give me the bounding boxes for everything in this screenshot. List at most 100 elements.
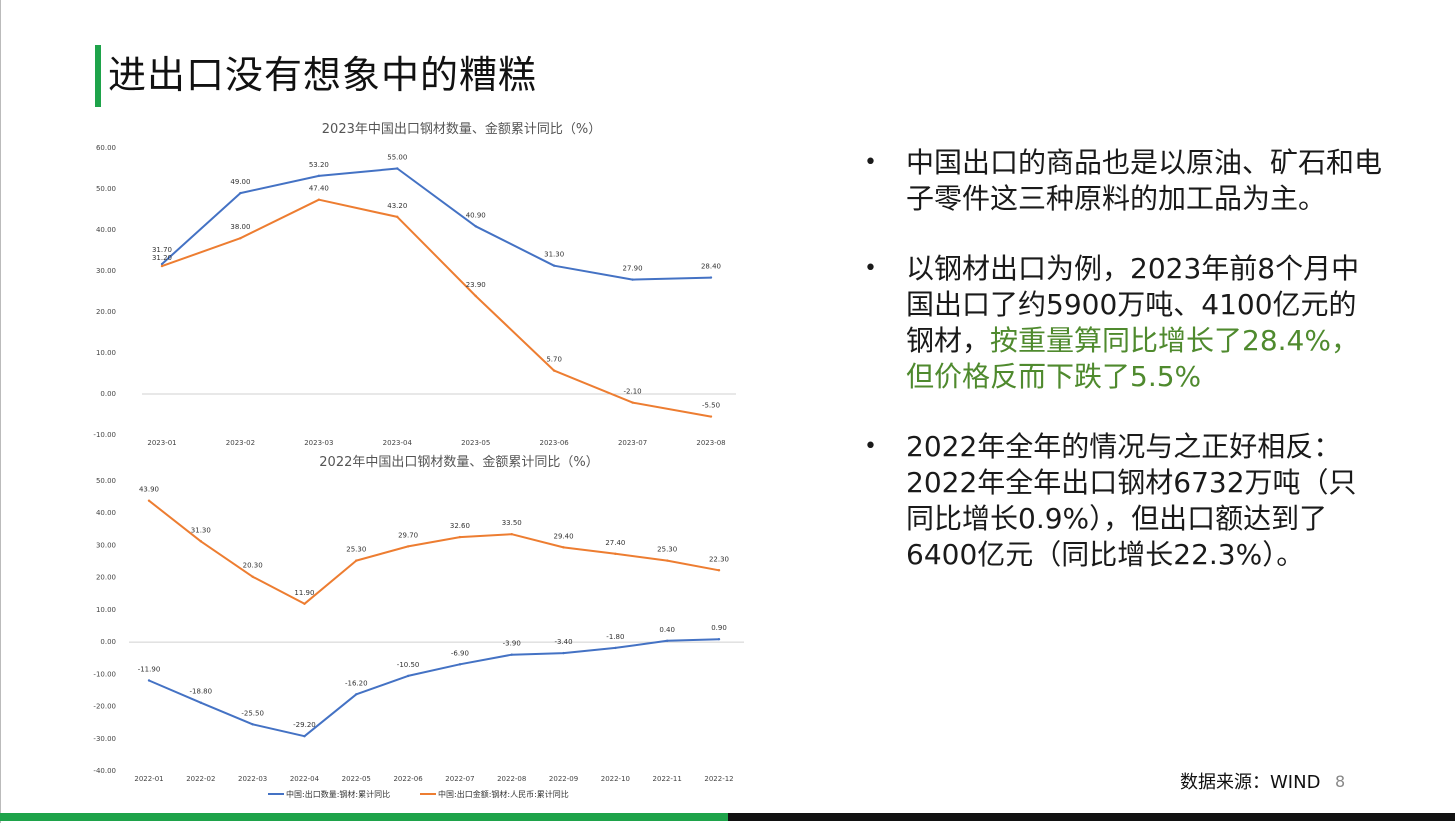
data-point-amount	[147, 499, 151, 502]
data-point-amount	[665, 559, 669, 562]
x-tick-label: 2022-04	[290, 775, 320, 783]
data-point-quantity	[562, 651, 565, 655]
series-line-quantity	[148, 638, 720, 738]
bullet-highlight-2: 按重量算同比增长了28.4%，但价格反而下跌了5.5%	[906, 324, 1359, 393]
data-label-quantity: -18.80	[190, 688, 213, 696]
y-tick-label: 20.00	[96, 574, 116, 582]
bullet-dot-icon: •	[864, 150, 877, 175]
data-label-quantity: 27.90	[623, 265, 643, 273]
data-label-quantity: -10.50	[397, 661, 420, 669]
data-point-amount	[239, 237, 242, 240]
bullet-dot-icon: •	[864, 256, 877, 281]
y-tick-label: 40.00	[96, 509, 116, 517]
data-label-quantity: 53.20	[309, 161, 329, 169]
x-tick-label: 2023-07	[618, 439, 647, 447]
y-tick-label: 60.00	[96, 144, 116, 152]
data-point-amount	[510, 532, 513, 536]
bullet-dot-icon: •	[864, 434, 877, 459]
data-point-quantity	[147, 679, 151, 682]
y-tick-label: 20.00	[96, 308, 116, 316]
data-label-quantity: 40.90	[466, 211, 486, 219]
x-tick-label: 2022-12	[704, 775, 733, 783]
data-point-amount	[251, 575, 254, 578]
x-tick-label: 2022-08	[497, 775, 526, 783]
data-point-quantity	[458, 663, 462, 666]
legend-label-amount: 中国:出口金额:钢材:人民币:累计同比	[438, 789, 569, 799]
data-label-amount: 38.00	[230, 223, 250, 231]
y-tick-label: -40.00	[93, 767, 116, 775]
y-tick-label: 50.00	[96, 477, 116, 485]
charts-canvas: 2023年中国出口钢材数量、金额累计同比（%） 60.00 50.00 40.00 30…	[93, 121, 744, 799]
data-label-amount: 32.60	[450, 522, 470, 530]
data-label-amount: 47.40	[309, 185, 329, 193]
bullet-item-2: • 以钢材出口为例，2023年前8个月中国出口了约5900万吨、4100亿元的钢…	[862, 251, 1382, 395]
x-tick-label: 2023-05	[461, 439, 490, 447]
footer-green-bar	[0, 813, 728, 821]
bullet-text-3: 2022年全年的情况与之正好相反：2022年全年出口钢材6732万吨（只同比增长…	[906, 430, 1357, 571]
data-label-amount: 33.50	[502, 519, 522, 527]
data-label-amount: 27.40	[605, 539, 625, 547]
data-point-quantity	[303, 735, 306, 738]
y-tick-label: 0.00	[100, 638, 116, 646]
data-point-amount	[552, 369, 556, 372]
data-source-note: 数据来源：WIND	[1180, 772, 1321, 793]
data-label-quantity: -11.90	[138, 665, 161, 673]
y-tick-label: -30.00	[93, 735, 116, 743]
y-tick-label: 10.00	[96, 606, 116, 614]
x-tick-label: 2022-05	[342, 775, 371, 783]
data-label-amount: 43.20	[387, 202, 407, 210]
y-tick-label: -20.00	[93, 703, 116, 711]
y-tick-label: -10.00	[93, 670, 116, 678]
data-point-amount	[199, 540, 203, 543]
x-tick-label: 2023-06	[540, 439, 570, 447]
data-label-amount: 11.90	[294, 589, 314, 597]
data-point-amount	[303, 602, 306, 605]
data-label-quantity: -16.20	[345, 679, 368, 687]
bullet-text-1: 中国出口的商品也是以原油、矿石和电子零件这三种原料的加工品为主。	[906, 146, 1383, 215]
data-point-quantity	[709, 276, 713, 279]
data-point-amount	[317, 198, 321, 201]
y-tick-label: 40.00	[96, 226, 116, 234]
x-tick-label: 2022-11	[653, 775, 682, 783]
data-point-amount	[614, 552, 617, 556]
data-point-amount	[406, 545, 410, 548]
data-label-amount: 25.30	[346, 546, 366, 554]
data-label-quantity: -3.90	[503, 640, 521, 648]
x-tick-label: 2022-02	[186, 775, 215, 783]
data-label-amount: 29.70	[398, 531, 418, 539]
chart-title-1: 2023年中国出口钢材数量、金额累计同比（%）	[322, 121, 601, 137]
data-label-amount: 43.90	[139, 486, 159, 494]
data-point-quantity	[251, 723, 254, 726]
y-tick-label: -10.00	[93, 431, 116, 439]
data-label-amount: -5.50	[702, 402, 720, 410]
title-accent-bar	[95, 45, 101, 107]
data-point-amount	[474, 294, 477, 298]
slide-left-border	[0, 0, 1, 823]
x-tick-label: 2022-10	[601, 775, 630, 783]
data-point-amount	[396, 215, 399, 219]
data-point-amount	[717, 569, 721, 572]
data-point-amount	[458, 535, 462, 539]
data-label-quantity: 31.70	[152, 246, 172, 254]
data-label-quantity: 31.30	[544, 251, 564, 259]
data-point-quantity	[239, 191, 242, 195]
data-label-amount: 31.20	[152, 254, 172, 262]
data-label-quantity: 49.00	[230, 178, 250, 186]
bullet-item-1: • 中国出口的商品也是以原油、矿石和电子零件这三种原料的加工品为主。	[862, 145, 1382, 217]
y-tick-label: 30.00	[96, 541, 116, 549]
x-tick-label: 2023-01	[147, 439, 176, 447]
data-label-amount: 31.30	[191, 526, 211, 534]
slide-title: 进出口没有想象中的糟糕	[108, 53, 538, 97]
data-point-quantity	[406, 674, 410, 678]
page-number: 8	[1335, 772, 1346, 791]
data-label-quantity: 0.40	[659, 626, 675, 634]
data-point-quantity	[355, 693, 358, 696]
data-label-amount: -2.10	[624, 388, 642, 396]
x-tick-label: 2023-04	[383, 439, 413, 447]
data-label-amount: 5.70	[546, 356, 562, 364]
x-tick-label: 2023-02	[226, 439, 255, 447]
legend-label-quantity: 中国:出口数量:钢材:累计同比	[286, 789, 390, 799]
data-label-quantity: -3.40	[554, 638, 572, 646]
data-point-quantity	[631, 278, 634, 281]
data-point-quantity	[552, 264, 556, 267]
